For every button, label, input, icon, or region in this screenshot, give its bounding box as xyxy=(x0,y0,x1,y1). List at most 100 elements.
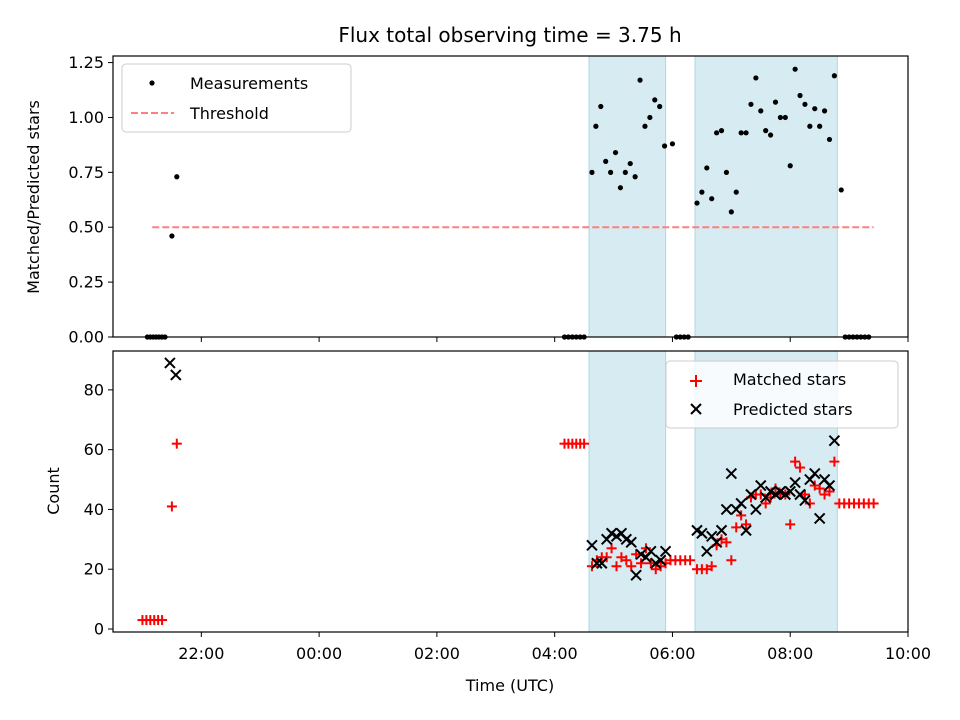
predicted-star-point xyxy=(645,545,657,557)
matched-star-point xyxy=(631,549,642,560)
predicted-star-point xyxy=(715,524,728,537)
measurement-point xyxy=(593,123,599,129)
matched-star-point xyxy=(790,456,801,467)
measurement-point xyxy=(797,92,803,99)
measurement-point xyxy=(603,158,609,164)
top-legend-box xyxy=(121,63,352,133)
legend-matched-label: Matched stars xyxy=(733,370,846,389)
matched-star-point xyxy=(726,555,737,566)
y-tick-label: 0.00 xyxy=(68,328,104,347)
matched-star-point xyxy=(736,510,747,521)
predicted-star-point xyxy=(784,485,796,498)
observing-window-1 xyxy=(588,350,667,633)
matched-star-point xyxy=(645,558,656,569)
top-legend: Measurements Threshold xyxy=(121,63,352,133)
predicted-star-point xyxy=(813,512,826,525)
measurement-point xyxy=(733,189,739,195)
predicted-star-point xyxy=(696,527,708,540)
legend-measurements-marker xyxy=(149,80,155,86)
measurement-point xyxy=(637,77,643,83)
measurement-point xyxy=(728,209,734,215)
top-plot-frame xyxy=(112,55,909,338)
y-tick-label: 0.75 xyxy=(68,163,104,182)
predicted-star-point xyxy=(789,476,801,489)
measurement-point xyxy=(669,141,676,147)
measurement-point xyxy=(758,108,764,114)
measurement-point xyxy=(647,114,653,121)
matched-star-point xyxy=(755,489,766,500)
measurement-point xyxy=(782,114,788,121)
x-axis-label: Time (UTC) xyxy=(465,676,554,695)
measurement-point xyxy=(589,169,595,175)
predicted-star-point xyxy=(750,503,762,516)
matched-star-point xyxy=(166,501,177,512)
legend-matched-marker xyxy=(690,375,702,387)
top-shading-layer xyxy=(588,55,838,338)
matched-star-point xyxy=(770,483,781,494)
measurement-point xyxy=(772,99,779,105)
y-tick-label: 0 xyxy=(94,620,104,639)
bottom-x-axis: 22:00 00:00 02:00 04:00 06:00 08:00 10:00 xyxy=(178,632,931,663)
x-tick-label: 06:00 xyxy=(649,644,695,663)
matched-star-point xyxy=(799,489,810,500)
matched-star-point xyxy=(640,543,651,554)
measurement-point xyxy=(838,187,844,193)
predicted-star-point xyxy=(755,479,767,492)
measurement-point xyxy=(812,106,818,112)
measurement-point xyxy=(748,101,754,107)
matched-star-point xyxy=(760,498,771,509)
measurement-point xyxy=(767,132,774,138)
matched-star-point xyxy=(824,486,835,497)
matched-star-point xyxy=(721,537,732,548)
measurement-point xyxy=(694,200,700,206)
x-tick-label: 22:00 xyxy=(178,644,224,663)
measurement-point xyxy=(792,66,798,72)
measurement-point xyxy=(704,165,710,171)
bottom-legend: Matched stars Predicted stars xyxy=(665,360,899,429)
matched-star-point xyxy=(685,555,696,566)
measurement-point xyxy=(632,174,638,180)
matched-star-point xyxy=(706,561,717,572)
measurement-point xyxy=(709,196,715,202)
bottom-plot-frame xyxy=(112,350,909,633)
x-tick-label: 10:00 xyxy=(885,644,931,663)
observing-window-1 xyxy=(588,55,667,338)
y-tick-label: 20 xyxy=(84,560,104,579)
matched-star-point xyxy=(814,483,825,494)
measurement-point xyxy=(652,97,658,103)
x-tick-label: 04:00 xyxy=(532,644,578,663)
predicted-star-point xyxy=(799,494,811,507)
count-points-layer xyxy=(137,357,879,626)
measurement-point xyxy=(622,169,628,175)
predicted-star-point xyxy=(740,524,752,537)
matched-star-point xyxy=(606,543,617,554)
measurement-point xyxy=(787,163,793,169)
chart-title: Flux total observing time = 3.75 h xyxy=(338,23,681,47)
measurement-point xyxy=(598,103,604,110)
predicted-star-point xyxy=(809,467,821,480)
predicted-star-point xyxy=(701,545,713,557)
measurement-point xyxy=(753,75,759,81)
matched-star-point xyxy=(765,492,776,503)
matched-star-point xyxy=(626,561,637,572)
x-tick-label: 02:00 xyxy=(414,644,460,663)
predicted-star-point xyxy=(745,488,757,501)
predicted-star-point xyxy=(710,536,723,549)
legend-predicted-marker xyxy=(690,403,702,415)
measurement-point xyxy=(817,123,823,129)
measurement-point xyxy=(831,73,837,79)
y-tick-label: 40 xyxy=(84,500,104,519)
measurement-point xyxy=(661,143,668,149)
measurement-point xyxy=(763,128,769,134)
predicted-star-point xyxy=(828,434,841,447)
matched-star-point xyxy=(785,519,796,530)
predicted-star-point xyxy=(823,479,836,492)
measurement-point xyxy=(174,174,180,180)
bottom-y-axis: 0 20 40 60 80 xyxy=(84,380,113,639)
measurement-point xyxy=(821,108,828,114)
y-tick-label: 60 xyxy=(84,440,104,459)
measurement-point xyxy=(743,130,749,136)
matched-star-point xyxy=(171,438,182,449)
matched-star-point xyxy=(731,522,742,533)
measurement-point xyxy=(617,185,624,191)
